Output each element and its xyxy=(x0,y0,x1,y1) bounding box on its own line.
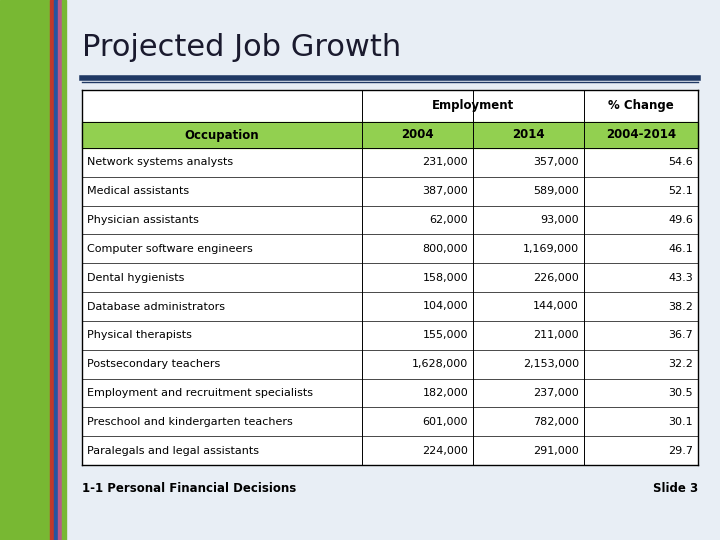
Bar xyxy=(50,0,54,540)
Bar xyxy=(62,0,66,540)
Text: Medical assistants: Medical assistants xyxy=(87,186,189,196)
Text: 93,000: 93,000 xyxy=(541,215,579,225)
Text: Postsecondary teachers: Postsecondary teachers xyxy=(87,359,220,369)
Text: 38.2: 38.2 xyxy=(668,301,693,312)
Text: 211,000: 211,000 xyxy=(534,330,579,340)
Bar xyxy=(54,0,58,540)
Text: 30.1: 30.1 xyxy=(668,417,693,427)
Text: Paralegals and legal assistants: Paralegals and legal assistants xyxy=(87,446,259,456)
Text: 782,000: 782,000 xyxy=(534,417,579,427)
Text: Network systems analysts: Network systems analysts xyxy=(87,157,233,167)
Text: Physical therapists: Physical therapists xyxy=(87,330,192,340)
Text: 1-1 Personal Financial Decisions: 1-1 Personal Financial Decisions xyxy=(82,482,296,495)
Text: Computer software engineers: Computer software engineers xyxy=(87,244,253,254)
Text: Employment: Employment xyxy=(432,99,514,112)
Text: 144,000: 144,000 xyxy=(534,301,579,312)
Text: 36.7: 36.7 xyxy=(668,330,693,340)
Bar xyxy=(82,122,698,148)
Text: 49.6: 49.6 xyxy=(668,215,693,225)
Text: 357,000: 357,000 xyxy=(534,157,579,167)
Text: % Change: % Change xyxy=(608,99,674,112)
Text: 231,000: 231,000 xyxy=(423,157,468,167)
Text: 30.5: 30.5 xyxy=(668,388,693,398)
Text: 46.1: 46.1 xyxy=(668,244,693,254)
Text: Slide 3: Slide 3 xyxy=(653,482,698,495)
Text: 155,000: 155,000 xyxy=(423,330,468,340)
Text: 1,169,000: 1,169,000 xyxy=(523,244,579,254)
Text: 2014: 2014 xyxy=(513,129,545,141)
Text: 387,000: 387,000 xyxy=(423,186,468,196)
Text: 2004: 2004 xyxy=(402,129,434,141)
Text: 291,000: 291,000 xyxy=(534,446,579,456)
Text: Employment and recruitment specialists: Employment and recruitment specialists xyxy=(87,388,313,398)
Text: 589,000: 589,000 xyxy=(534,186,579,196)
Text: 2,153,000: 2,153,000 xyxy=(523,359,579,369)
Text: 52.1: 52.1 xyxy=(668,186,693,196)
Text: 54.6: 54.6 xyxy=(668,157,693,167)
Text: 29.7: 29.7 xyxy=(668,446,693,456)
Text: 43.3: 43.3 xyxy=(668,273,693,282)
Text: 2004-2014: 2004-2014 xyxy=(606,129,676,141)
Text: 104,000: 104,000 xyxy=(423,301,468,312)
Text: 182,000: 182,000 xyxy=(423,388,468,398)
Text: 224,000: 224,000 xyxy=(423,446,468,456)
Text: 32.2: 32.2 xyxy=(668,359,693,369)
Text: 601,000: 601,000 xyxy=(423,417,468,427)
Text: 62,000: 62,000 xyxy=(430,215,468,225)
Text: 237,000: 237,000 xyxy=(534,388,579,398)
Text: Dental hygienists: Dental hygienists xyxy=(87,273,184,282)
Bar xyxy=(58,0,62,540)
Text: 226,000: 226,000 xyxy=(534,273,579,282)
Bar xyxy=(0,0,50,540)
Text: Projected Job Growth: Projected Job Growth xyxy=(82,33,401,63)
Text: 1,628,000: 1,628,000 xyxy=(412,359,468,369)
Text: Occupation: Occupation xyxy=(185,129,259,141)
Bar xyxy=(82,90,698,465)
Text: Physician assistants: Physician assistants xyxy=(87,215,199,225)
Text: Database administrators: Database administrators xyxy=(87,301,225,312)
Text: Preschool and kindergarten teachers: Preschool and kindergarten teachers xyxy=(87,417,293,427)
Text: 800,000: 800,000 xyxy=(423,244,468,254)
Text: 158,000: 158,000 xyxy=(423,273,468,282)
